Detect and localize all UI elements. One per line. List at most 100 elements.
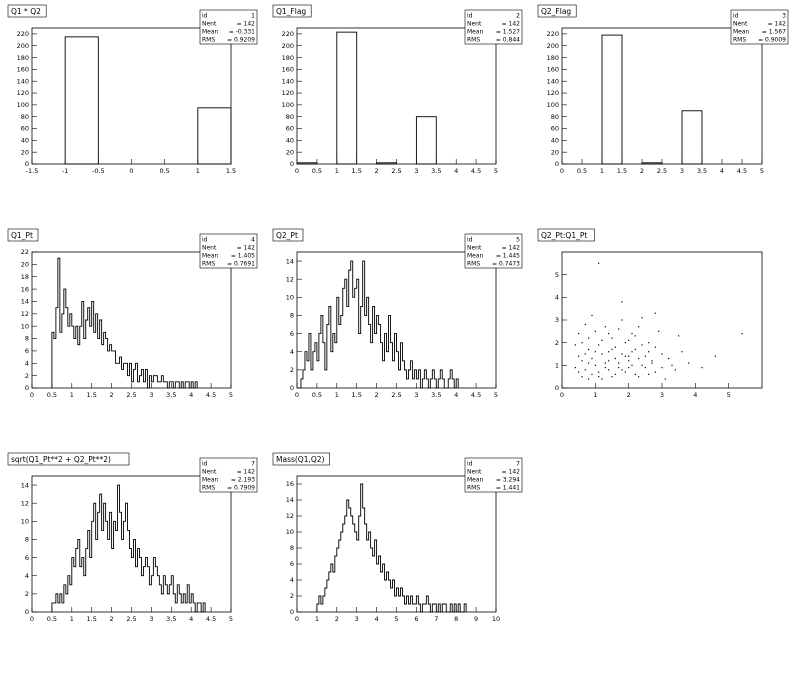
title-box bbox=[537, 4, 577, 18]
x-tick-label: 0.5 bbox=[312, 167, 322, 175]
y-tick-label: 120 bbox=[17, 89, 29, 97]
stats-value: = 142 bbox=[502, 245, 521, 252]
stats-value: = 1.441 bbox=[496, 485, 520, 492]
chart-title: Q2_Flag bbox=[541, 7, 571, 16]
scatter-point bbox=[641, 317, 643, 319]
y-tick-label: 140 bbox=[282, 77, 294, 85]
scatter-point bbox=[604, 362, 606, 364]
scatter-point bbox=[618, 362, 620, 364]
y-tick-label: 60 bbox=[551, 125, 559, 133]
y-tick-label: 2 bbox=[555, 339, 559, 347]
scatter-point bbox=[614, 357, 616, 360]
scatter-point bbox=[584, 323, 586, 326]
histogram-bar bbox=[64, 36, 99, 165]
scatter-point bbox=[581, 376, 583, 378]
y-tick-label: 0 bbox=[25, 608, 29, 616]
stats-label: id bbox=[733, 13, 739, 20]
scatter-point bbox=[624, 342, 626, 344]
histogram-bar bbox=[296, 162, 318, 165]
stats-label: Nent bbox=[467, 21, 482, 28]
y-tick-label: 8 bbox=[25, 335, 29, 343]
scatter-point bbox=[661, 367, 663, 369]
scatter-point bbox=[628, 360, 630, 362]
scatter-point bbox=[648, 373, 650, 375]
scatter-point bbox=[608, 360, 610, 362]
y-tick-label: 10 bbox=[21, 518, 29, 526]
chart-panel-3: Q2_Flag id 3 Nent = 142 Mean = 1.567 RMS = 0.900… bbox=[537, 4, 789, 175]
chart-title: Mass(Q1,Q2) bbox=[276, 455, 325, 464]
y-tick-label: 4 bbox=[555, 294, 559, 302]
y-tick-label: 12 bbox=[286, 512, 294, 520]
x-tick-label: 5 bbox=[760, 167, 764, 175]
x-tick-label: -1.5 bbox=[26, 167, 39, 175]
stats-label: RMS bbox=[202, 37, 215, 44]
x-tick-label: 1.5 bbox=[617, 167, 627, 175]
scatter-point bbox=[628, 339, 630, 341]
x-tick-label: 5 bbox=[494, 391, 498, 399]
scatter-point bbox=[631, 351, 633, 353]
stats-value: = 2.193 bbox=[231, 477, 255, 484]
x-tick-label: 0 bbox=[560, 167, 564, 175]
y-tick-label: 140 bbox=[547, 77, 559, 85]
x-tick-label: 5 bbox=[229, 391, 233, 399]
x-tick-label: 2.5 bbox=[391, 391, 401, 399]
stats-value: = 142 bbox=[237, 245, 256, 252]
x-tick-label: 2 bbox=[640, 167, 644, 175]
stats-value: = 0.9209 bbox=[227, 37, 255, 44]
stats-box bbox=[199, 457, 258, 493]
y-tick-label: 10 bbox=[21, 322, 29, 330]
stats-label: Mean bbox=[202, 29, 219, 36]
stats-label: Mean bbox=[202, 253, 219, 260]
y-tick-label: 10 bbox=[286, 528, 294, 536]
x-tick-label: 1 bbox=[600, 167, 604, 175]
scatter-point bbox=[594, 330, 596, 332]
y-tick-label: 40 bbox=[21, 137, 29, 145]
stats-label: Nent bbox=[202, 469, 217, 476]
y-tick-label: 80 bbox=[551, 113, 559, 121]
x-tick-label: 8 bbox=[454, 615, 458, 623]
chart-panel-8: Mass(Q1,Q2) id 7 Nent = 142 Mean = 3.294 RMS = 1… bbox=[272, 452, 523, 623]
scatter-point bbox=[591, 314, 593, 317]
x-tick-label: 3 bbox=[414, 167, 418, 175]
y-tick-label: 20 bbox=[21, 148, 29, 156]
scatter-point bbox=[664, 378, 666, 380]
scatter-point bbox=[588, 378, 590, 380]
title-box bbox=[272, 452, 330, 466]
stats-label: RMS bbox=[467, 261, 480, 268]
scatter-point bbox=[638, 357, 640, 360]
stats-value: = 142 bbox=[237, 469, 256, 476]
scatter-point bbox=[611, 337, 613, 339]
y-tick-label: 200 bbox=[17, 42, 29, 50]
y-tick-label: 3 bbox=[555, 316, 559, 324]
y-tick-label: 20 bbox=[286, 148, 294, 156]
scatter-point bbox=[654, 346, 656, 348]
stats-value: 7 bbox=[516, 461, 520, 468]
x-tick-label: 3 bbox=[355, 615, 359, 623]
x-tick-label: 2 bbox=[110, 615, 114, 623]
x-tick-label: 2 bbox=[110, 391, 114, 399]
x-tick-label: 1 bbox=[593, 391, 597, 399]
stats-value: = 0.7909 bbox=[227, 485, 255, 492]
x-tick-label: 2 bbox=[627, 391, 631, 399]
stats-value: = 1.527 bbox=[496, 29, 520, 36]
x-tick-label: 1 bbox=[335, 167, 339, 175]
x-tick-label: 4 bbox=[693, 391, 697, 399]
scatter-point bbox=[638, 326, 640, 328]
y-tick-label: 14 bbox=[21, 298, 29, 306]
stats-value: = 0.7691 bbox=[227, 261, 255, 268]
y-tick-label: 18 bbox=[21, 273, 29, 281]
y-tick-label: 60 bbox=[286, 125, 294, 133]
histogram-line bbox=[300, 260, 459, 389]
stats-label: Nent bbox=[467, 469, 482, 476]
chart-panel-7: sqrt(Q1_Pt**2 + Q2_Pt**2) id 7 Nent = 142 Mea… bbox=[7, 452, 258, 623]
title-box bbox=[7, 4, 47, 18]
x-tick-label: 0 bbox=[295, 167, 299, 175]
y-tick-label: 80 bbox=[286, 113, 294, 121]
x-tick-label: 4 bbox=[189, 615, 193, 623]
scatter-point bbox=[634, 348, 636, 351]
scatter-point bbox=[624, 371, 626, 373]
y-tick-label: 200 bbox=[282, 42, 294, 50]
stats-value: = 1.567 bbox=[762, 29, 786, 36]
x-tick-label: 5 bbox=[727, 391, 731, 399]
